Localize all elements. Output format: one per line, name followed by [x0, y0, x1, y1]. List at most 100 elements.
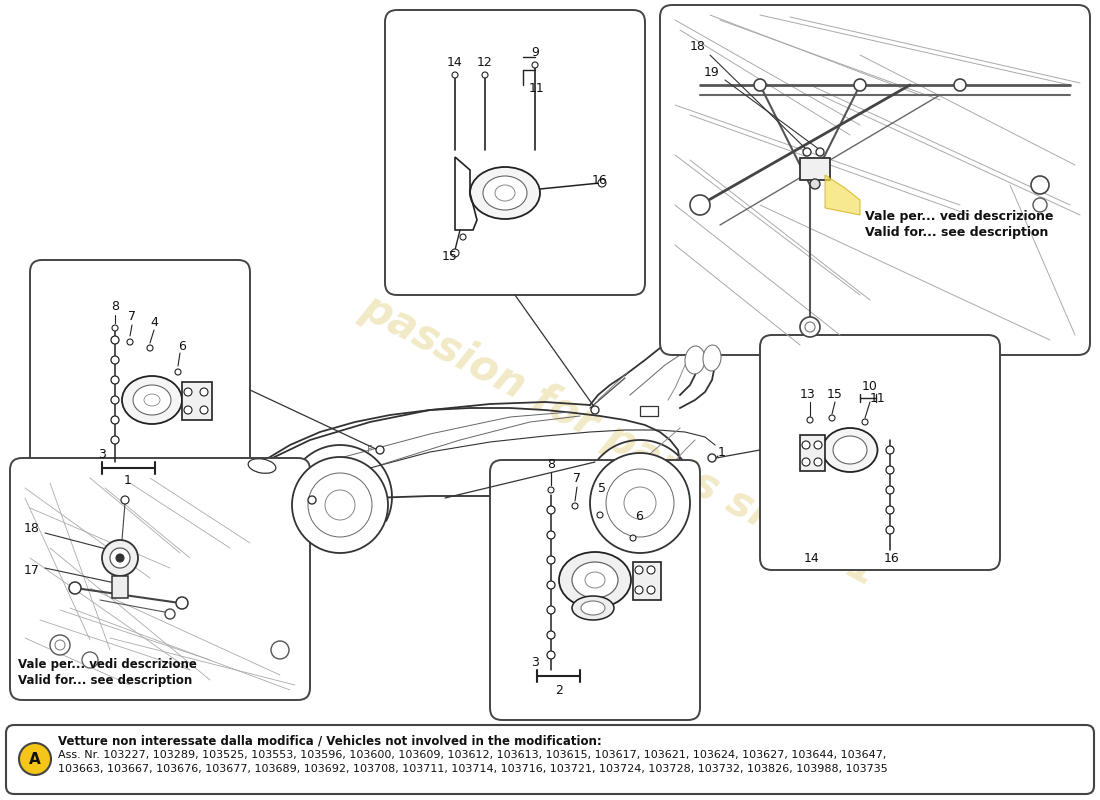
Circle shape	[19, 743, 51, 775]
Circle shape	[954, 79, 966, 91]
Circle shape	[102, 540, 138, 576]
Bar	[182, 382, 212, 420]
Text: 6: 6	[178, 339, 186, 353]
Text: 11: 11	[870, 391, 886, 405]
Text: 18: 18	[690, 41, 706, 54]
Text: 7: 7	[128, 310, 136, 323]
Circle shape	[451, 249, 459, 257]
Circle shape	[184, 388, 192, 396]
Text: 7: 7	[573, 473, 581, 486]
Circle shape	[814, 441, 822, 449]
Bar	[800, 435, 825, 471]
Ellipse shape	[122, 376, 182, 424]
Text: 1: 1	[718, 446, 726, 459]
Text: 3: 3	[531, 655, 539, 669]
Circle shape	[50, 635, 70, 655]
Circle shape	[591, 406, 600, 414]
Text: 12: 12	[477, 55, 493, 69]
Circle shape	[816, 148, 824, 156]
Text: 14: 14	[447, 55, 463, 69]
Circle shape	[176, 597, 188, 609]
Text: 6: 6	[635, 510, 642, 522]
Circle shape	[111, 436, 119, 444]
Circle shape	[606, 469, 674, 537]
Circle shape	[147, 345, 153, 351]
Text: 5: 5	[598, 482, 606, 494]
Circle shape	[829, 415, 835, 421]
Text: Vale per... vedi descrizione
Valid for... see description: Vale per... vedi descrizione Valid for..…	[18, 658, 197, 687]
Text: 14: 14	[804, 551, 820, 565]
Circle shape	[1031, 176, 1049, 194]
Circle shape	[55, 640, 65, 650]
Text: 11: 11	[529, 82, 544, 94]
Text: 10: 10	[862, 379, 878, 393]
Circle shape	[271, 641, 289, 659]
Circle shape	[547, 556, 556, 564]
Circle shape	[886, 466, 894, 474]
Text: 19: 19	[704, 66, 719, 79]
Circle shape	[1033, 198, 1047, 212]
Circle shape	[126, 339, 133, 345]
Text: Vale per... vedi descrizione
Valid for... see description: Vale per... vedi descrizione Valid for..…	[865, 210, 1054, 239]
Circle shape	[184, 406, 192, 414]
Circle shape	[800, 317, 820, 337]
Ellipse shape	[833, 436, 867, 464]
Text: 17: 17	[24, 563, 40, 577]
Circle shape	[547, 606, 556, 614]
Circle shape	[803, 148, 811, 156]
Text: A: A	[29, 751, 41, 766]
Circle shape	[805, 322, 815, 332]
Bar	[112, 576, 128, 598]
Ellipse shape	[572, 596, 614, 620]
Circle shape	[376, 446, 384, 454]
Polygon shape	[825, 175, 860, 215]
Circle shape	[111, 356, 119, 364]
Text: Vetture non interessate dalla modifica / Vehicles not involved in the modificati: Vetture non interessate dalla modifica /…	[58, 735, 602, 748]
Text: Ass. Nr. 103227, 103289, 103525, 103553, 103596, 103600, 103609, 103612, 103613,: Ass. Nr. 103227, 103289, 103525, 103553,…	[58, 750, 888, 774]
Circle shape	[802, 458, 810, 466]
Ellipse shape	[495, 185, 515, 201]
Circle shape	[111, 416, 119, 424]
Circle shape	[121, 496, 129, 504]
Circle shape	[482, 72, 488, 78]
FancyBboxPatch shape	[385, 10, 645, 295]
Circle shape	[807, 417, 813, 423]
Circle shape	[110, 548, 130, 568]
Circle shape	[532, 62, 538, 68]
Text: F: F	[367, 445, 373, 455]
Text: 2: 2	[556, 683, 563, 697]
Circle shape	[814, 458, 822, 466]
Circle shape	[547, 531, 556, 539]
Circle shape	[308, 496, 316, 504]
Circle shape	[548, 487, 554, 493]
Text: 15: 15	[827, 387, 843, 401]
Circle shape	[200, 406, 208, 414]
Circle shape	[292, 457, 388, 553]
Circle shape	[647, 566, 654, 574]
Circle shape	[82, 652, 98, 668]
Circle shape	[597, 512, 603, 518]
Circle shape	[572, 503, 578, 509]
Ellipse shape	[685, 346, 705, 374]
Text: 8: 8	[111, 301, 119, 314]
Circle shape	[690, 195, 710, 215]
Circle shape	[116, 554, 124, 562]
Circle shape	[802, 441, 810, 449]
Text: 18: 18	[24, 522, 40, 534]
FancyBboxPatch shape	[490, 460, 700, 720]
Text: 1: 1	[124, 474, 132, 486]
Circle shape	[635, 566, 643, 574]
Circle shape	[854, 79, 866, 91]
Circle shape	[547, 651, 556, 659]
Text: 4: 4	[150, 315, 158, 329]
Circle shape	[111, 396, 119, 404]
Ellipse shape	[133, 385, 170, 415]
Ellipse shape	[703, 345, 720, 371]
Circle shape	[754, 79, 766, 91]
Ellipse shape	[823, 428, 878, 472]
Bar	[800, 158, 830, 180]
Text: 15: 15	[442, 250, 458, 263]
Circle shape	[111, 336, 119, 344]
Circle shape	[862, 419, 868, 425]
Circle shape	[69, 582, 81, 594]
